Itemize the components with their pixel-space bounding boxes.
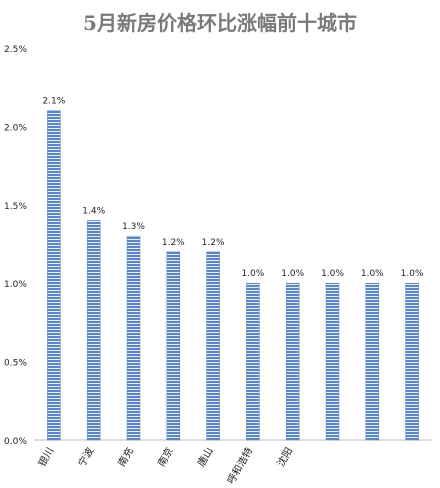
bar <box>126 235 141 441</box>
data-label: 1.3% <box>122 222 145 232</box>
bar <box>47 110 61 441</box>
data-labels: 2.1% 1.4% 1.3% 1.2% 1.2% 1.0% 1.0% 1.0% 1.0% 1.0% <box>42 97 424 279</box>
bar <box>206 251 220 441</box>
y-tick-label: 2.5% <box>4 45 27 55</box>
y-axis: 0.0% 0.5% 1.0% 1.5% 2.0% 2.5% <box>4 45 27 447</box>
data-label: 1.0% <box>401 269 424 279</box>
bar <box>365 282 380 441</box>
x-tick-label: 南充 <box>115 445 136 469</box>
data-label: 2.1% <box>42 97 65 107</box>
chart-title: 5月新房价格环比涨幅前十城市 <box>83 11 357 35</box>
y-tick-label: 1.5% <box>4 202 27 212</box>
x-axis-ticks: 银川 宁波 南充 南京 唐山 呼和浩特 沈阳 <box>35 445 295 486</box>
data-label: 1.0% <box>241 269 264 279</box>
bar <box>246 282 260 441</box>
x-tick-label: 宁波 <box>75 445 96 469</box>
data-label: 1.2% <box>162 238 185 248</box>
x-tick-label: 银川 <box>35 445 56 469</box>
y-tick-label: 1.0% <box>4 280 27 290</box>
x-tick-label: 唐山 <box>194 445 215 469</box>
y-tick-label: 0.5% <box>4 359 27 369</box>
data-label: 1.0% <box>321 269 344 279</box>
bars <box>47 110 419 441</box>
bar <box>405 282 419 441</box>
bar <box>166 251 181 441</box>
data-label: 1.0% <box>281 269 304 279</box>
data-label: 1.0% <box>361 269 384 279</box>
x-tick-label: 沈阳 <box>274 445 295 469</box>
bar <box>86 220 101 441</box>
x-tick-label: 南京 <box>155 445 176 469</box>
data-label: 1.2% <box>202 238 225 248</box>
y-tick-label: 2.0% <box>4 123 27 133</box>
data-label: 1.4% <box>82 206 105 216</box>
bar <box>285 282 300 441</box>
y-tick-label: 0.0% <box>4 437 27 447</box>
x-tick-label: 呼和浩特 <box>225 446 255 487</box>
bar <box>325 282 340 441</box>
